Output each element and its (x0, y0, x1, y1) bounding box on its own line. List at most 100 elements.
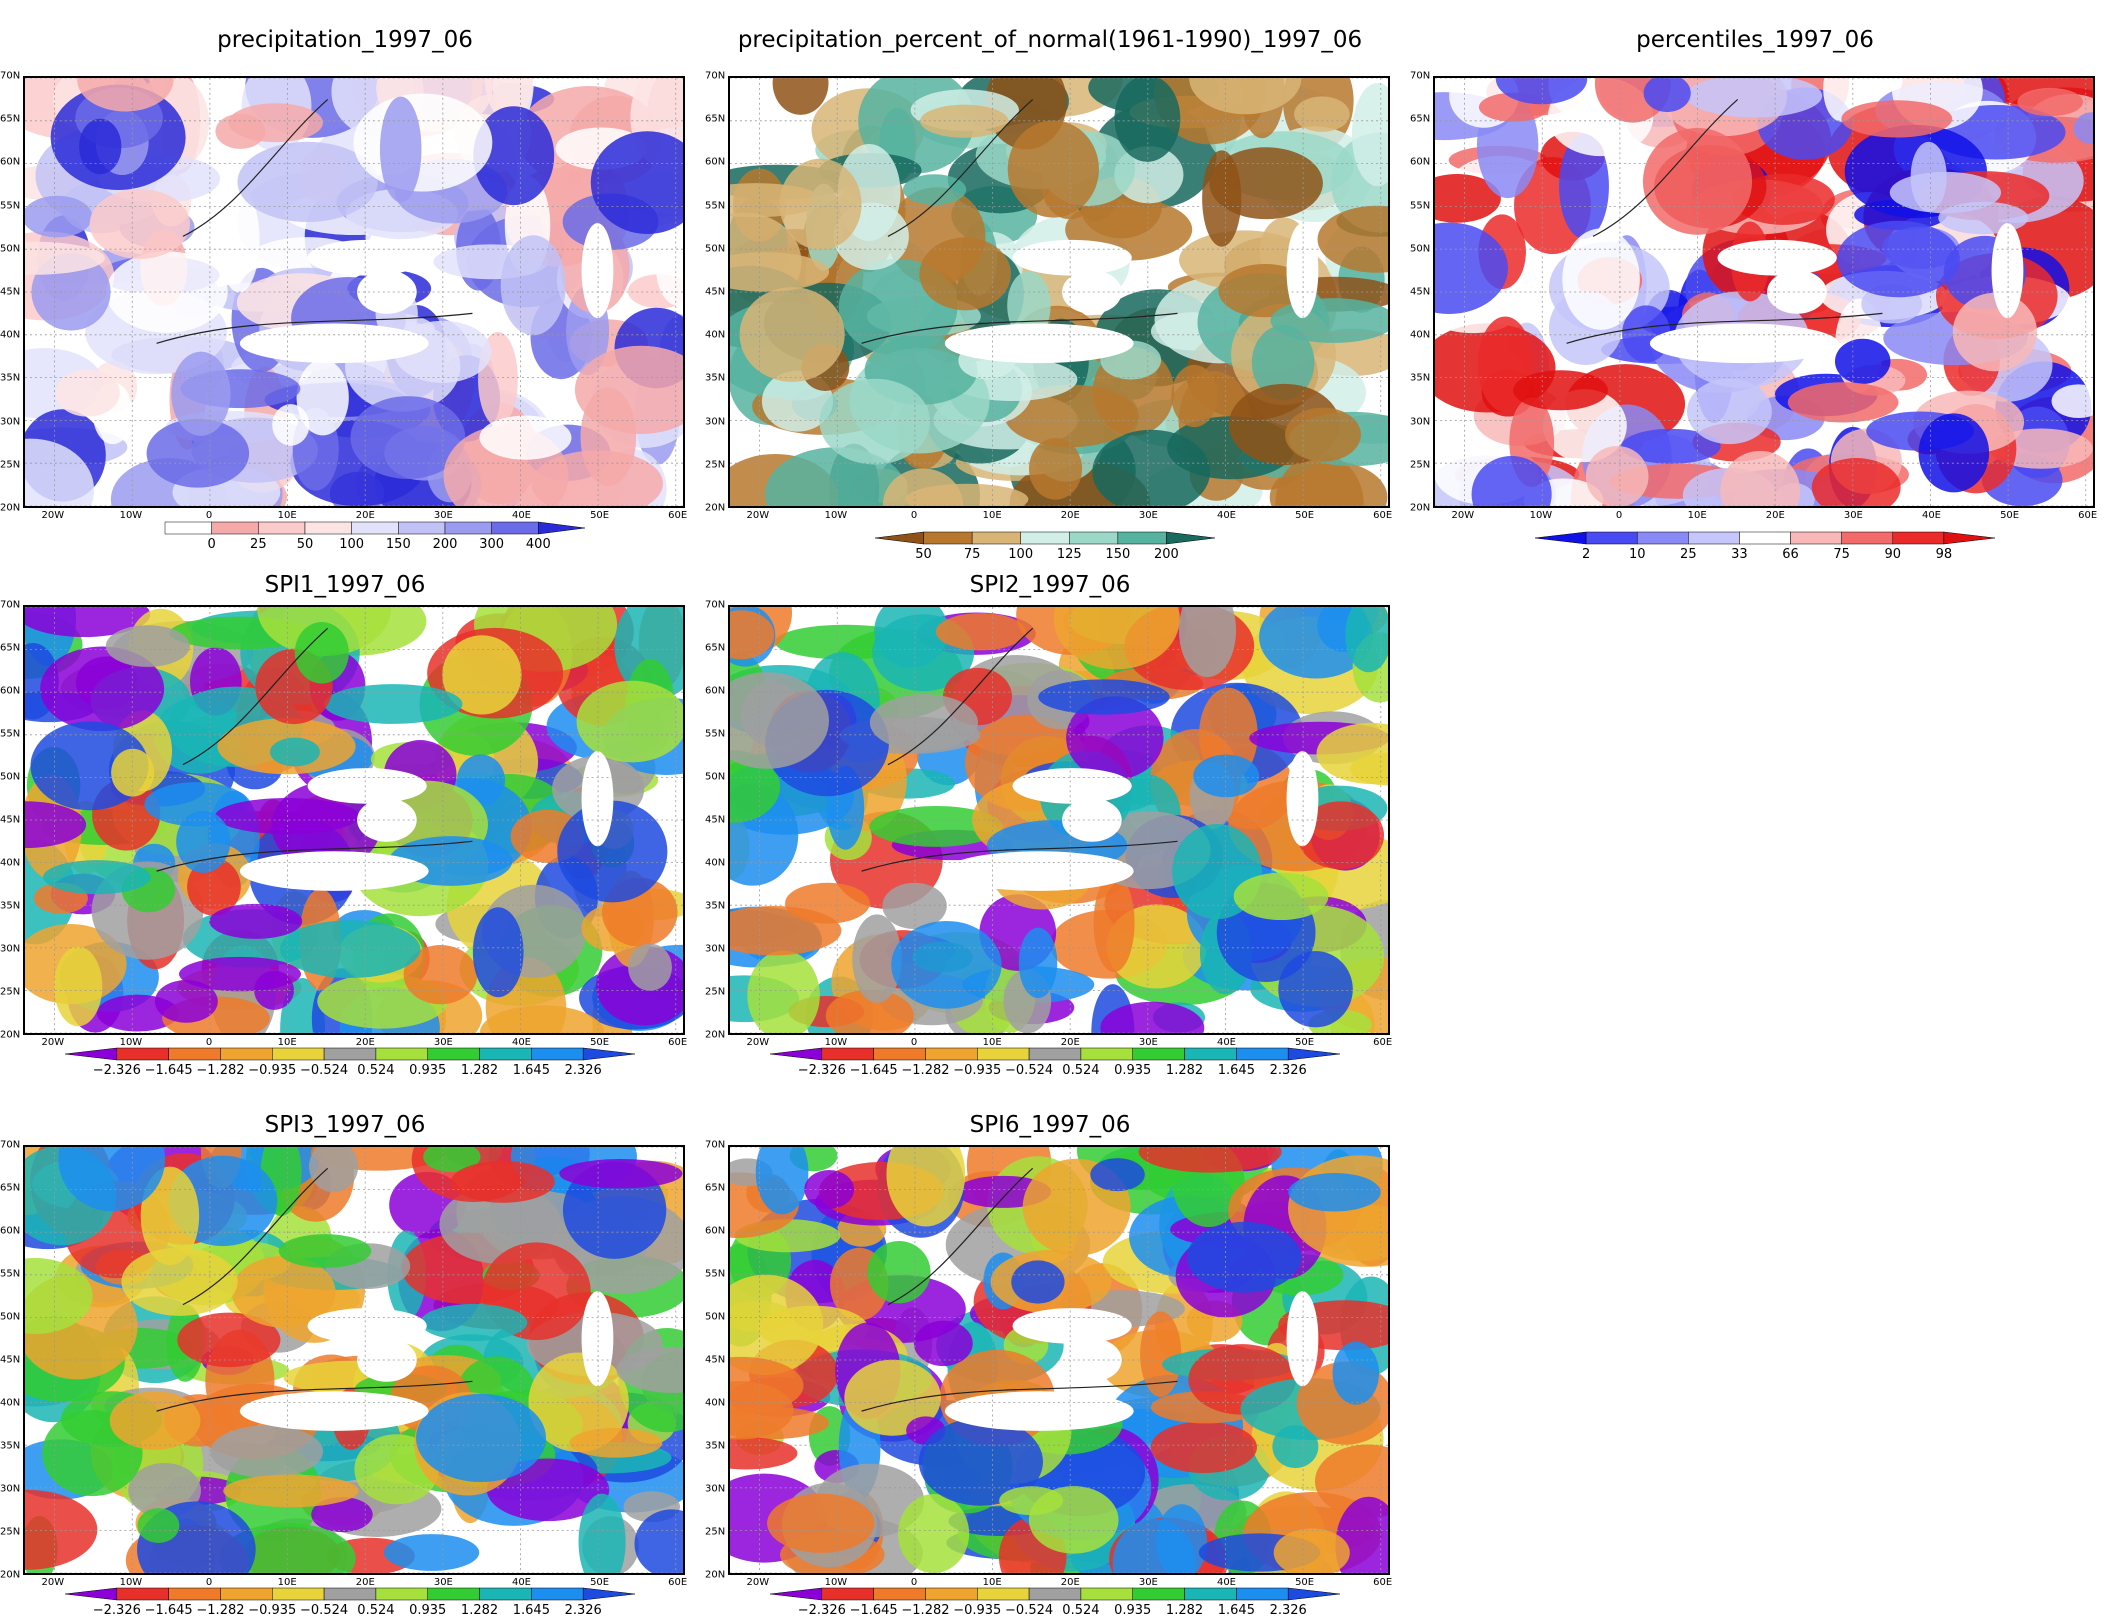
longitude-label: 20W (746, 1577, 770, 1588)
legend-label: 0.935 (409, 1603, 447, 1618)
latitude-label: 45N (0, 286, 21, 298)
legend-swatch (769, 1047, 823, 1061)
latitude-label: 40N (0, 857, 21, 869)
longitude-label: 60E (1373, 510, 1393, 521)
legend-label: −1.282 (196, 1603, 245, 1618)
latitude-label: 25N (0, 986, 21, 998)
latitude-label: 60N (0, 1225, 21, 1237)
legend-swatch (1117, 531, 1167, 545)
legend-swatch (971, 531, 1021, 545)
legend-percentiles (1534, 531, 1996, 545)
legend-swatch (582, 1047, 636, 1061)
legend-label: 25 (1680, 547, 1697, 562)
longitude-label: 10W (824, 1577, 848, 1588)
map-field (25, 607, 683, 1033)
longitude-label: 0 (910, 510, 918, 521)
legend-label: 2 (1581, 547, 1591, 562)
longitude-label: 50E (1295, 510, 1315, 521)
legend-label: 2.326 (564, 1603, 602, 1618)
legend-label: 33 (1731, 547, 1748, 562)
longitude-label: 50E (1295, 1037, 1315, 1048)
latitude-label: 70N (0, 70, 21, 82)
legend-swatch (258, 521, 306, 535)
legend-swatch (375, 1047, 428, 1061)
legend-swatch (1080, 1047, 1133, 1061)
legend-swatch (873, 1587, 926, 1601)
longitude-label: 60E (1373, 1037, 1393, 1048)
latitude-label: 55N (0, 1268, 21, 1280)
legend-swatch (1069, 531, 1119, 545)
legend-label: 0.524 (357, 1603, 395, 1618)
legend-label: 98 (1935, 547, 1953, 562)
latitude-label: 65N (705, 113, 726, 125)
latitude-label: 65N (0, 113, 21, 125)
latitude-label: 50N (705, 1311, 726, 1323)
legend-swatch (272, 1587, 325, 1601)
legend-swatch (323, 1047, 377, 1061)
map-field (1435, 78, 2093, 506)
latitude-label: 40N (0, 1397, 21, 1409)
longitude-label: 20E (1060, 1037, 1080, 1048)
latitude-label: 35N (705, 1440, 726, 1452)
longitude-label: 0 (1615, 510, 1623, 521)
legend-label: −1.645 (144, 1603, 193, 1618)
legend-label: 75 (1833, 547, 1850, 562)
legend-label: −2.326 (797, 1603, 846, 1618)
latitude-label: 25N (705, 986, 726, 998)
latitude-label: 25N (1410, 459, 1431, 471)
longitude-label: 40E (1216, 510, 1237, 521)
legend-swatch (323, 1587, 377, 1601)
panel-title: precipitation_percent_of_normal(1961-199… (737, 27, 1363, 53)
legend-swatch (1739, 531, 1791, 545)
legend-swatch (1166, 531, 1216, 545)
longitude-label: 10E (277, 1037, 297, 1048)
legend-swatch (531, 1587, 584, 1601)
latitude-label: 20N (0, 1029, 21, 1041)
longitude-label: 20W (41, 1577, 65, 1588)
longitude-label: 10E (277, 510, 297, 521)
legend-swatch (769, 1587, 823, 1601)
latitude-label: 50N (1410, 243, 1431, 255)
legend-swatch (168, 1047, 221, 1061)
latitude-label: 20N (705, 1569, 726, 1581)
latitude-label: 25N (0, 1526, 21, 1538)
longitude-label: 0 (205, 510, 213, 521)
legend-label: −0.935 (953, 1063, 1002, 1078)
longitude-label: 10W (824, 510, 848, 521)
latitude-label: 65N (705, 1182, 726, 1194)
map-spi3 (23, 1145, 685, 1575)
latitude-label: 55N (705, 728, 726, 740)
legend-swatch (538, 521, 586, 535)
latitude-label: 30N (705, 1483, 726, 1495)
legend-label: −1.282 (901, 1063, 950, 1078)
latitude-label: 25N (705, 459, 726, 471)
latitude-label: 55N (0, 728, 21, 740)
legend-swatch (479, 1047, 532, 1061)
latitude-label: 45N (705, 286, 726, 298)
legend-swatch (923, 531, 973, 545)
legend-swatch (1892, 531, 1945, 545)
map-precipitation (23, 76, 685, 508)
legend-swatch (925, 1587, 978, 1601)
latitude-label: 60N (0, 156, 21, 168)
latitude-label: 70N (705, 70, 726, 82)
latitude-label: 40N (1410, 329, 1431, 341)
longitude-label: 20E (355, 1577, 375, 1588)
legend-label: 100 (1008, 547, 1034, 562)
map-percent-of-normal (728, 76, 1390, 508)
latitude-label: 70N (0, 1139, 21, 1151)
legend-swatch (220, 1047, 273, 1061)
longitude-label: 20E (1060, 1577, 1080, 1588)
legend-label: −2.326 (797, 1063, 846, 1078)
panel-spi2: SPI2_1997_06 70N 65N 60N 55N 50N 45N 40N 35N 30N… (705, 565, 1395, 1078)
latitude-label: 65N (1410, 113, 1431, 125)
longitude-label: 10E (1687, 510, 1707, 521)
legend-label: −2.326 (92, 1063, 141, 1078)
legend-label: 200 (1154, 547, 1179, 562)
latitude-label: 70N (705, 599, 726, 611)
longitude-label: 60E (668, 1577, 688, 1588)
legend-label: 90 (1884, 547, 1902, 562)
legend-swatch (582, 1587, 636, 1601)
legend-label: 10 (1628, 547, 1646, 562)
latitude-label: 35N (0, 1440, 21, 1452)
